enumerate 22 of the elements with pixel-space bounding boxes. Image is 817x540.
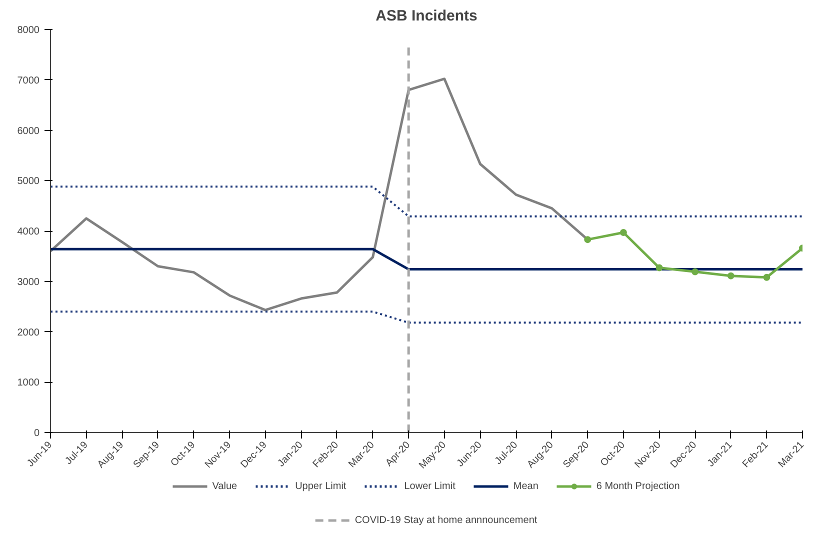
y-tick-label: 4000 [17,226,40,238]
point [620,229,627,236]
y-tick-label: 6000 [17,126,40,137]
point [656,264,663,272]
legend-label: COVID-19 Stay at home annnouncement [354,514,538,526]
chart-title: ASB Incidents [376,8,478,24]
legend-label: Mean [513,480,538,492]
y-tick-label: 7000 [17,75,40,86]
point [692,268,699,276]
point [727,272,734,280]
y-tick-label: 8000 [17,25,40,36]
legend-label: Upper Limit [295,480,346,492]
legend-label: Value [212,480,238,492]
point [763,274,770,281]
legend-label: 6 Month Projection [596,480,680,492]
y-tick-label: 0 [34,428,40,439]
y-tick-label: 2000 [17,327,40,338]
y-tick-label: 3000 [17,276,40,288]
y-tick-label: 1000 [17,378,40,389]
legend-label: Lower Limit [404,480,456,492]
y-tick-label: 5000 [17,176,40,188]
point [584,236,592,244]
